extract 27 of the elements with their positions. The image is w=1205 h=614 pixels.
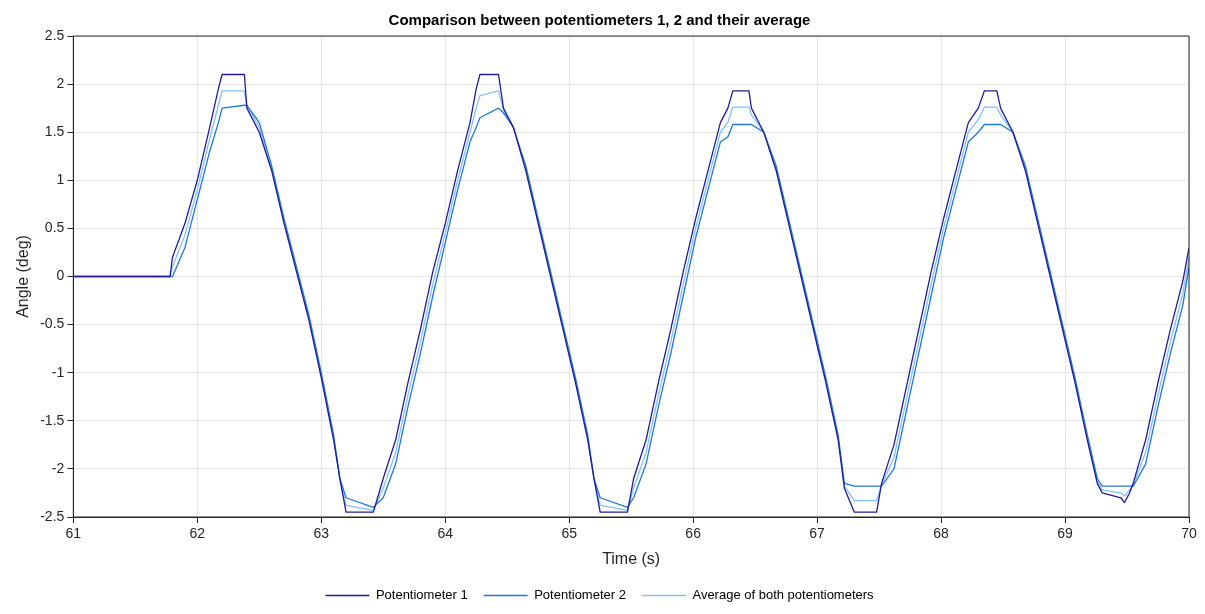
- x-tick-label: 65: [561, 525, 578, 542]
- x-axis-title: Time (s): [602, 549, 661, 567]
- chart-title: Comparison between potentiometers 1, 2 and their average: [388, 11, 811, 29]
- y-tick-label: -1: [51, 363, 65, 380]
- y-tick-label: -0.5: [40, 315, 65, 332]
- y-tick-label: 0.5: [44, 219, 65, 236]
- y-tick-label: 1: [56, 171, 65, 188]
- legend-label: Potentiometer 2: [534, 587, 626, 603]
- y-tick-label: 2.5: [44, 26, 65, 43]
- legend-label: Potentiometer 1: [375, 587, 468, 603]
- y-tick-label: 1.5: [44, 123, 65, 140]
- y-tick-label: -2: [51, 459, 65, 476]
- y-axis-title: Angle (deg): [14, 235, 32, 318]
- y-tick-label: -1.5: [40, 411, 65, 428]
- x-tick-label: 61: [65, 525, 82, 542]
- x-tick-label: 70: [1181, 525, 1197, 542]
- x-tick-label: 63: [313, 525, 330, 542]
- x-tick-label: 64: [437, 525, 454, 542]
- x-tick-label: 69: [1057, 525, 1074, 542]
- y-tick-label: 0: [56, 267, 65, 284]
- y-tick-label: 2: [56, 74, 65, 91]
- x-tick-label: 67: [809, 525, 826, 542]
- x-tick-label: 68: [933, 525, 950, 542]
- y-tick-label: -2.5: [40, 507, 65, 524]
- x-tick-label: 66: [685, 525, 702, 542]
- legend-label: Average of both potentiometers: [692, 587, 875, 603]
- x-tick-label: 62: [189, 525, 206, 542]
